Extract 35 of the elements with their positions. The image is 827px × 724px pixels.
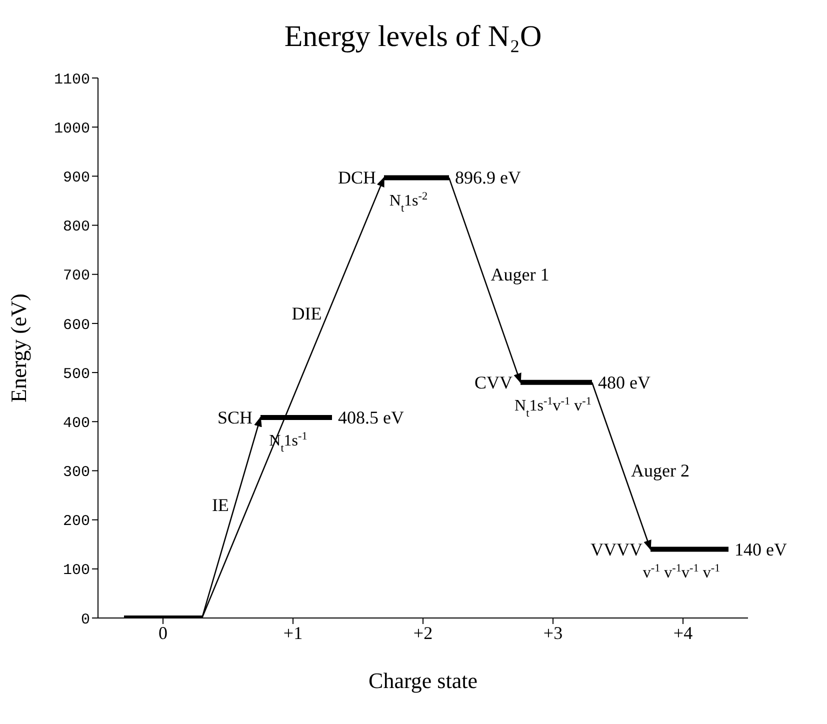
data-label: 408.5 eV [338,407,404,428]
chart-title: Energy levels of N₂O [283,20,543,54]
y-tick-label: 700 [62,268,90,285]
x-tick-label: +2 [413,622,433,643]
annotation: IE [212,495,229,516]
y-tick-label: 800 [62,218,90,236]
annotation: Auger 2 [630,460,690,481]
y-tick-label: 900 [62,170,90,187]
y-tick-label: 500 [62,366,90,383]
data-label: 896.9 eV [455,168,521,188]
annotation: DIE [292,304,322,324]
y-tick-label: 200 [62,513,90,530]
y-tick-label: 1100 [54,71,90,88]
x-axis-title: Charge state [368,668,478,693]
annotation: CVV [474,372,512,392]
y-tick-label: 100 [62,562,90,580]
y-tick-label: 400 [62,414,90,432]
annotation: N$_{t}$1s$^{-1}$v$^{-1}$ v$^{-1}$ [514,395,592,420]
y-tick-label: 1000 [54,120,90,138]
y-tick-label: 600 [62,316,90,334]
annotation: Auger 1 [490,264,550,284]
annotation: VVVV [590,539,642,560]
annotation: SCH [217,407,252,428]
x-tick-label: 0 [158,622,168,643]
x-tick-label: +3 [543,622,563,643]
y-tick-label: 0 [80,611,90,628]
x-tick-label: +1 [283,622,303,643]
data-label: 480 eV [598,372,650,392]
annotation: v$^{-1}$ v$^{-1}$v$^{-1}$ v$^{-1}$ [642,562,720,582]
annotation: N$_{t}$1s$^{-2}$ [389,190,428,215]
y-tick-label: 300 [62,464,90,482]
data-label: 140 eV [734,539,787,560]
x-tick-label: +4 [673,622,693,643]
y-axis-title: Energy (eV) [6,294,31,402]
annotation: DCH [338,168,376,188]
